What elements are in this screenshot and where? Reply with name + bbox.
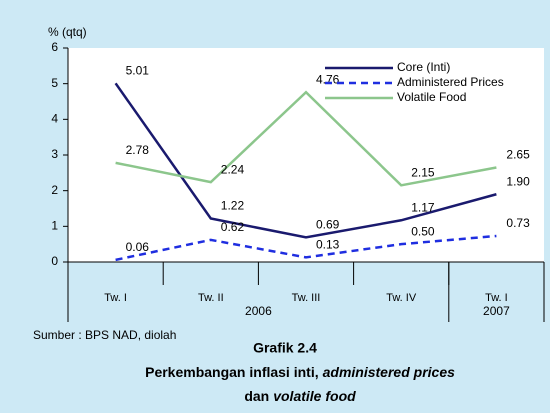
- data-label: 0.50: [411, 224, 435, 238]
- series-line: [115, 234, 497, 262]
- y-tick-label: 4: [51, 112, 58, 126]
- data-label: 0.69: [316, 218, 340, 232]
- x-tick-label: Tw. IV: [386, 292, 417, 304]
- subtitle: dan volatile food: [244, 388, 356, 404]
- data-label: 1.17: [411, 200, 435, 214]
- series-line: [115, 90, 497, 187]
- data-label: 0.62: [221, 220, 245, 234]
- plot-area: [68, 48, 544, 262]
- y-axis-label: % (qtq): [48, 25, 87, 39]
- y-tick-label: 6: [51, 40, 58, 54]
- y-tick-label: 5: [51, 76, 58, 90]
- subtitle-part: Perkembangan inflasi inti,: [145, 364, 319, 380]
- x-tick-label: Tw. I: [104, 292, 127, 304]
- y-tick-label: 2: [51, 183, 58, 197]
- subtitle-part: administered prices: [323, 364, 455, 380]
- data-label: 0.13: [316, 238, 340, 252]
- data-label: 1.22: [221, 199, 245, 213]
- y-tick-label: 3: [51, 147, 58, 161]
- series-line: [114, 82, 497, 239]
- y-tick-label: 1: [51, 219, 58, 233]
- data-label: 2.78: [126, 143, 150, 157]
- subtitle-part: dan: [244, 388, 269, 404]
- data-label: 2.15: [411, 165, 435, 179]
- group-label: 2006: [245, 304, 272, 318]
- data-label: 5.01: [126, 63, 150, 77]
- x-tick-label: Tw. II: [198, 292, 224, 304]
- x-tick-label: Tw. I: [485, 292, 508, 304]
- legend-label: Volatile Food: [397, 90, 466, 104]
- y-tick-label: 0: [51, 254, 58, 268]
- subtitle-part: volatile food: [273, 388, 356, 404]
- chart-title: Grafik 2.4: [253, 340, 317, 356]
- data-label: 2.65: [506, 148, 530, 162]
- data-label: 0.06: [126, 240, 150, 254]
- source: Sumber : BPS NAD, diolah: [33, 328, 176, 342]
- data-label: 0.73: [506, 216, 530, 230]
- data-label: 4.76: [316, 72, 340, 86]
- data-label: 2.24: [221, 162, 245, 176]
- group-label: 2007: [483, 304, 510, 318]
- legend-label: Administered Prices: [397, 75, 504, 89]
- data-label: 1.90: [506, 174, 530, 188]
- x-tick-label: Tw. III: [292, 292, 321, 304]
- legend-label: Core (Inti): [397, 60, 450, 74]
- subtitle: Perkembangan inflasi inti, administered p…: [145, 364, 455, 380]
